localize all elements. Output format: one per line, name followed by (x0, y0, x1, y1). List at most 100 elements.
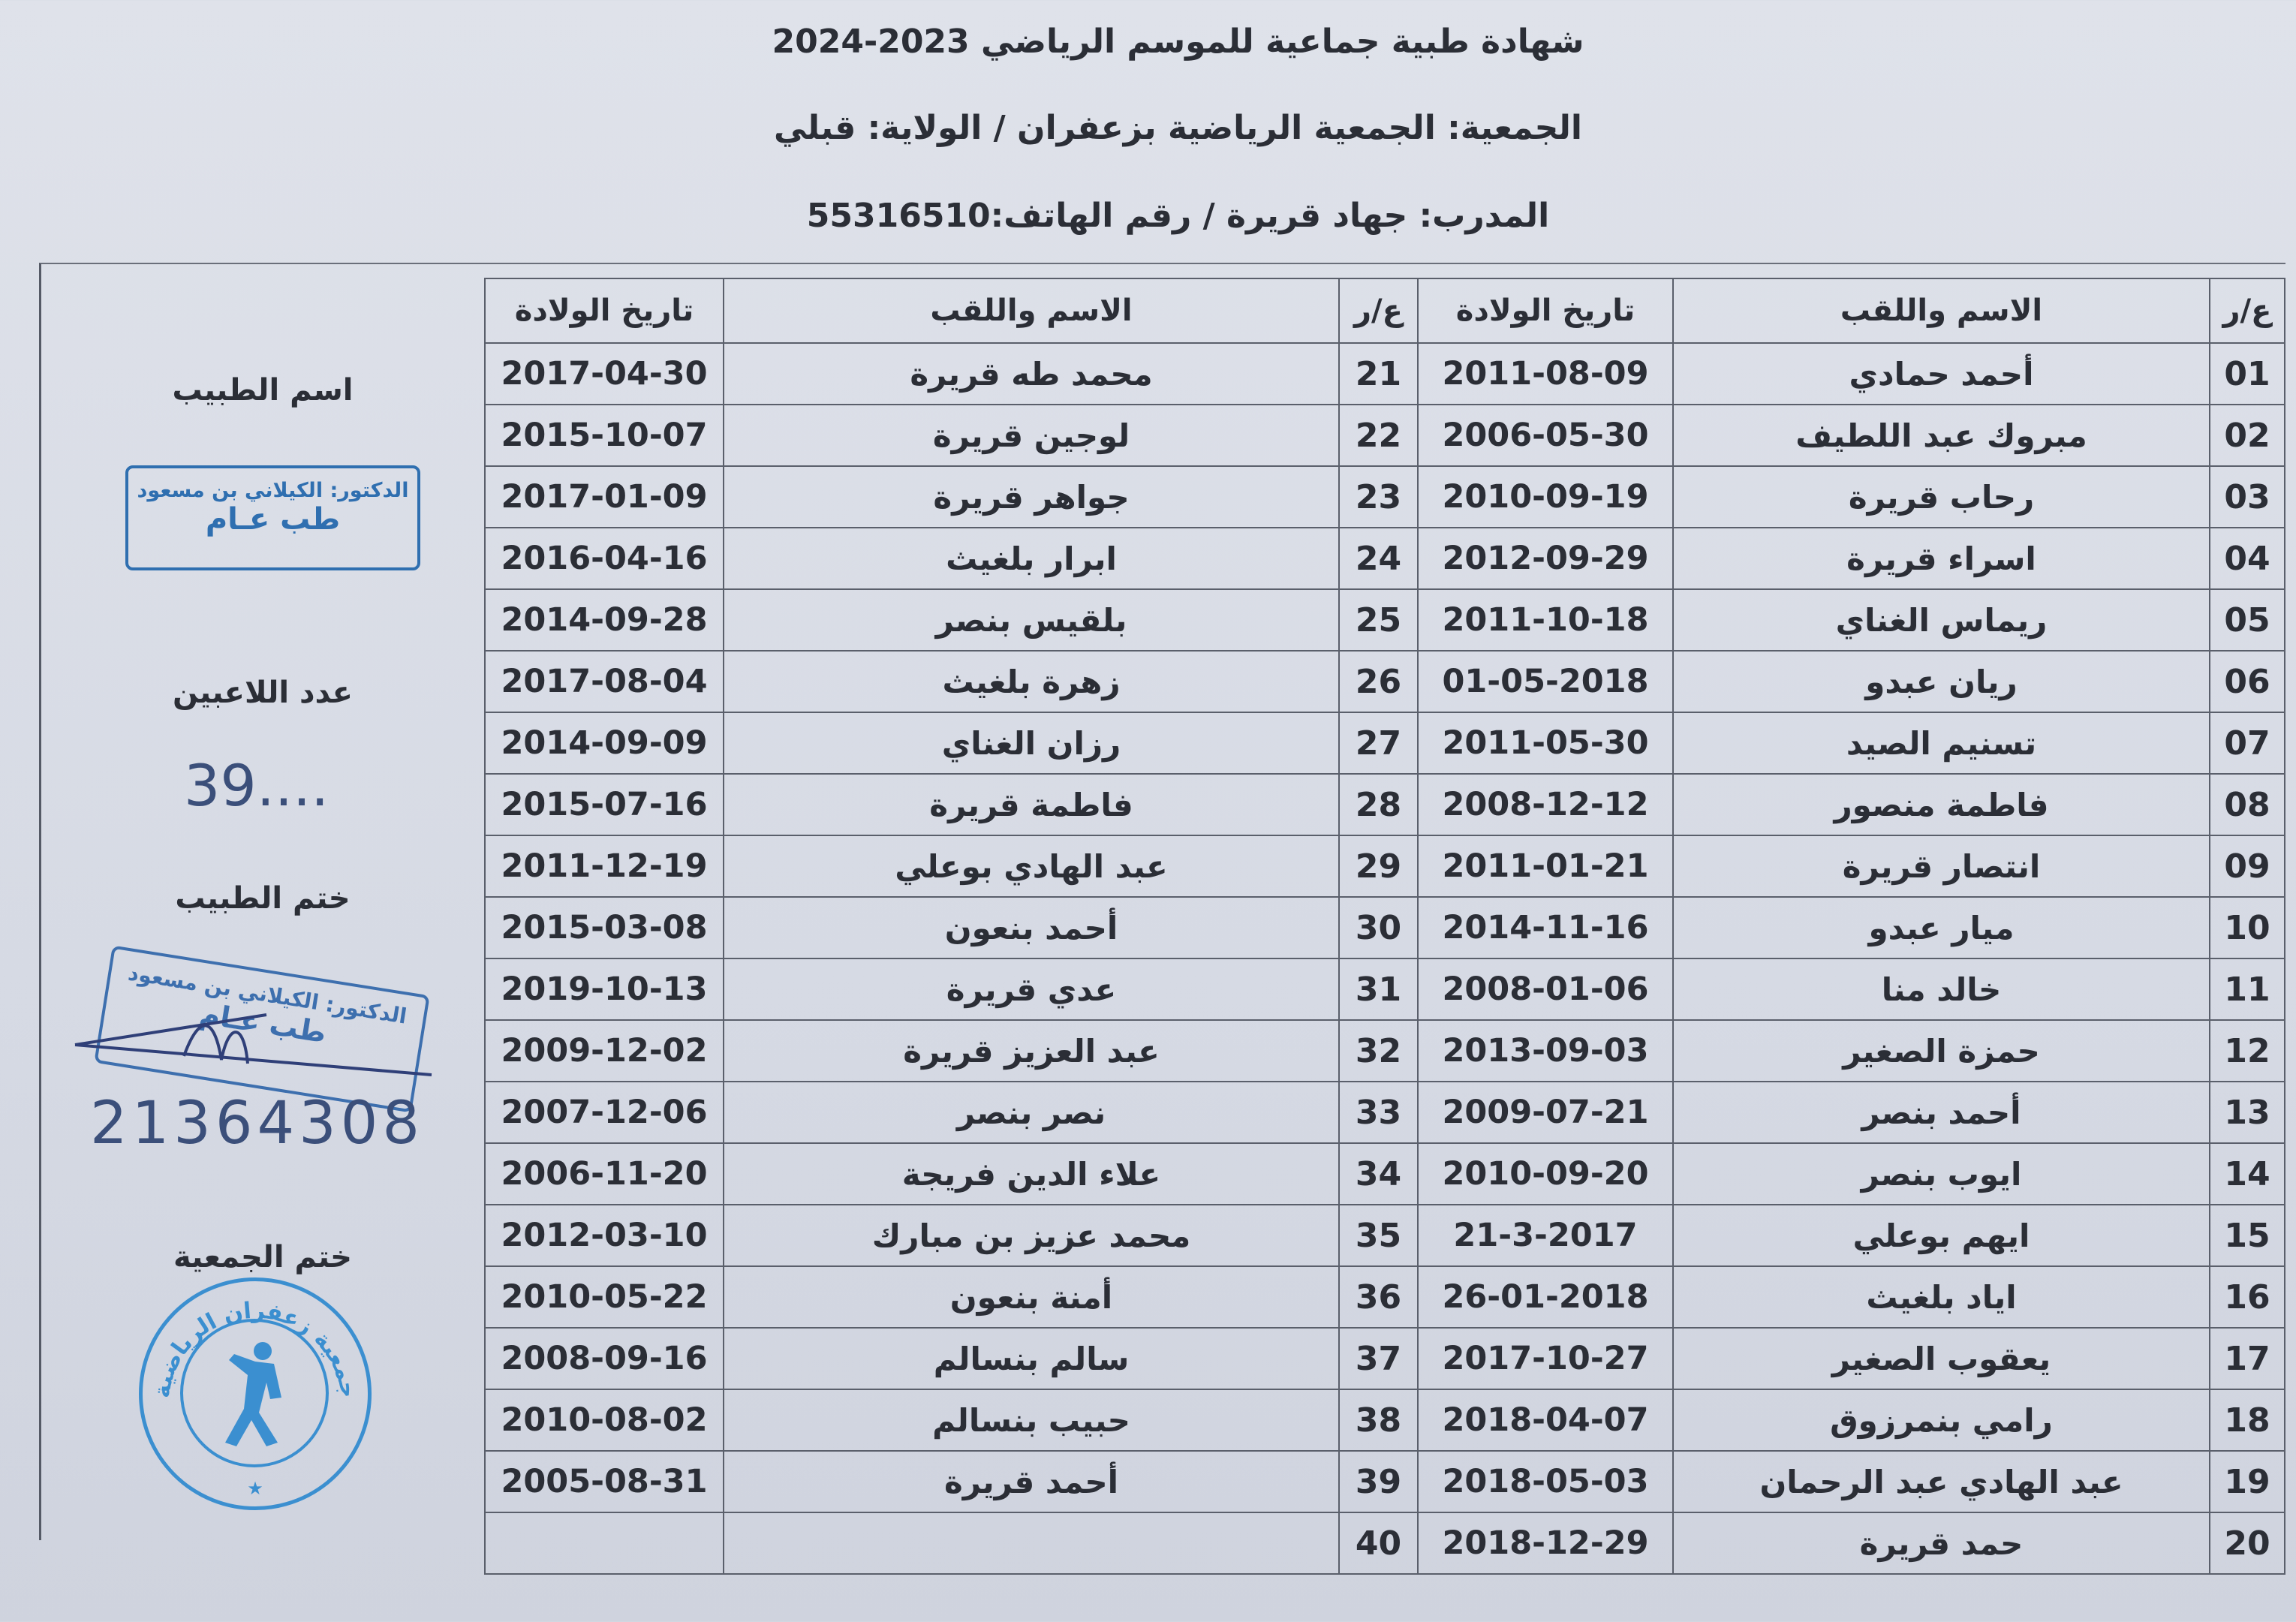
players-count-label: عدد اللاعبين (173, 676, 353, 710)
player-dob-cell: 2018-04-07 (1417, 1389, 1674, 1452)
player-num-cell: 28 (1338, 773, 1419, 836)
player-num-cell: 05 (2209, 588, 2285, 652)
table-row: 12 حمزة الصغير 2013-09-03 32 عبد العزيز قرير… (484, 1019, 2285, 1082)
player-num-cell: 11 (2209, 958, 2285, 1021)
player-num-cell: 34 (1338, 1142, 1419, 1205)
player-num-cell: 23 (1338, 465, 1419, 528)
table-row: 10 ميار عبدو 2014-11-16 30 أحمد بنعون 2015-03… (484, 896, 2285, 959)
player-name-cell: محمد طه قريرة (723, 342, 1340, 405)
player-name-cell: بلقيس بنصر (723, 588, 1340, 652)
player-name-cell: علاء الدين فريجة (723, 1142, 1340, 1205)
player-dob-cell: 2011-05-30 (1417, 712, 1674, 775)
player-dob-cell: 2011-12-19 (484, 835, 724, 898)
player-num-cell: 01 (2209, 342, 2285, 405)
player-num-cell: 02 (2209, 404, 2285, 467)
table-frame (39, 263, 2285, 1540)
player-name-cell: رزان الغناي (723, 712, 1340, 775)
player-dob-cell: 2008-12-12 (1417, 773, 1674, 836)
player-name-cell: محمد عزيز بن مبارك (723, 1204, 1340, 1267)
star-icon: ★ (247, 1478, 263, 1499)
player-dob-cell: 2017-01-09 (484, 465, 724, 528)
stamp-specialty: طب عـام (205, 502, 341, 537)
player-name-cell: فاطمة منصور (1672, 773, 2210, 836)
doctor-seal-label: ختم الطبيب (175, 881, 351, 916)
table-row: 02 مبروك عبد اللطيف 2006-05-30 22 لوجين قرير… (484, 404, 2285, 467)
table-row: 20 حمد قريرة 2018-12-29 40 (484, 1512, 2285, 1575)
player-num-cell: 09 (2209, 835, 2285, 898)
player-dob-cell: 2015-07-16 (484, 773, 724, 836)
player-name-cell: اسراء قريرة (1672, 527, 2210, 590)
player-name-cell: عبد العزيز قريرة (723, 1019, 1340, 1082)
player-name-cell: سالم بنسالم (723, 1327, 1340, 1390)
player-num-cell: 29 (1338, 835, 1419, 898)
player-num-cell: 18 (2209, 1389, 2285, 1452)
player-name-cell: لوجين قريرة (723, 404, 1340, 467)
player-name-cell: أحمد بنعون (723, 896, 1340, 959)
player-num-cell: 33 (1338, 1081, 1419, 1144)
player-name-cell (723, 1512, 1340, 1575)
table-row: 17 يعقوب الصغير 2017-10-27 37 سالم بنسالم 200… (484, 1327, 2285, 1390)
player-name-cell: ايوب بنصر (1672, 1142, 2210, 1205)
player-name-cell: أحمد حمادي (1672, 342, 2210, 405)
player-name-cell: رحاب قريرة (1672, 465, 2210, 528)
karate-figure-icon (225, 1342, 281, 1446)
association-seal-label: ختم الجمعية (173, 1240, 352, 1274)
table-row: 05 ريماس الغناي 2011-10-18 25 بلقيس بنصر 2014… (484, 588, 2285, 652)
player-dob-cell: 2005-08-31 (484, 1450, 724, 1513)
header-num: ع/ر (2209, 278, 2285, 344)
player-num-cell: 17 (2209, 1327, 2285, 1390)
signature-scribble-icon (74, 1013, 432, 1076)
player-num-cell: 15 (2209, 1204, 2285, 1267)
table-row: 01 أحمد حمادي 2011-08-09 21 محمد طه قريرة 201… (484, 342, 2285, 405)
player-num-cell: 39 (1338, 1450, 1419, 1513)
table-row: 07 تسنيم الصيد 2011-05-30 27 رزان الغناي 2014… (484, 712, 2285, 775)
player-dob-cell: 2014-09-28 (484, 588, 724, 652)
player-name-cell: أمنة بنعون (723, 1265, 1340, 1329)
coach-line: المدرب: جهاد قريرة / رقم الهاتف:55316510 (806, 197, 1550, 235)
player-num-cell: 22 (1338, 404, 1419, 467)
player-num-cell: 13 (2209, 1081, 2285, 1144)
doctor-signature-number: 21364308 (90, 1090, 425, 1157)
player-name-cell: جواهر قريرة (723, 465, 1340, 528)
table-row: 14 ايوب بنصر 2010-09-20 34 علاء الدين فريجة 2… (484, 1142, 2285, 1205)
header-dob: تاريخ الولادة (1417, 278, 1674, 344)
player-name-cell: زهرة بلغيث (723, 650, 1340, 713)
player-name-cell: اياد بلغيث (1672, 1265, 2210, 1329)
player-name-cell: مبروك عبد اللطيف (1672, 404, 2210, 467)
player-num-cell: 14 (2209, 1142, 2285, 1205)
player-num-cell: 03 (2209, 465, 2285, 528)
player-name-cell: رامي بنمرزوق (1672, 1389, 2210, 1452)
doctor-name-label: اسم الطبيب (172, 373, 354, 408)
player-num-cell: 27 (1338, 712, 1419, 775)
player-dob-cell: 21-3-2017 (1417, 1204, 1674, 1267)
association-seal: جمعية زعفران الرياضية ★ (139, 1277, 372, 1510)
player-name-cell: عبد الهادي بوعلي (723, 835, 1340, 898)
player-dob-cell: 2009-07-21 (1417, 1081, 1674, 1144)
player-num-cell: 30 (1338, 896, 1419, 959)
stamp-doctor-name: الدكتور: الكيلاني بن مسعود (137, 479, 409, 502)
table-row: 16 اياد بلغيث 26-01-2018 36 أمنة بنعون 2010-0… (484, 1265, 2285, 1329)
player-num-cell: 32 (1338, 1019, 1419, 1082)
player-dob-cell: 2011-01-21 (1417, 835, 1674, 898)
header-name: الاسم واللقب (723, 278, 1340, 344)
player-dob-cell: 2010-09-19 (1417, 465, 1674, 528)
player-name-cell: يعقوب الصغير (1672, 1327, 2210, 1390)
player-dob-cell: 2012-09-29 (1417, 527, 1674, 590)
player-name-cell: حمد قريرة (1672, 1512, 2210, 1575)
player-dob-cell: 2015-03-08 (484, 896, 724, 959)
player-num-cell: 06 (2209, 650, 2285, 713)
player-num-cell: 24 (1338, 527, 1419, 590)
player-num-cell: 07 (2209, 712, 2285, 775)
player-num-cell: 19 (2209, 1450, 2285, 1513)
player-dob-cell: 2010-05-22 (484, 1265, 724, 1329)
player-num-cell: 21 (1338, 342, 1419, 405)
player-num-cell: 38 (1338, 1389, 1419, 1452)
player-dob-cell: 2011-08-09 (1417, 342, 1674, 405)
player-name-cell: أحمد بنصر (1672, 1081, 2210, 1144)
header-name: الاسم واللقب (1672, 278, 2210, 344)
signature-panel: اسم الطبيب الدكتور: الكيلاني بن مسعود طب… (41, 264, 484, 1539)
player-dob-cell (484, 1512, 724, 1575)
player-dob-cell: 2009-12-02 (484, 1019, 724, 1082)
table-row: 09 انتصار قريرة 2011-01-21 29 عبد الهادي بوع… (484, 835, 2285, 898)
player-dob-cell: 2015-10-07 (484, 404, 724, 467)
